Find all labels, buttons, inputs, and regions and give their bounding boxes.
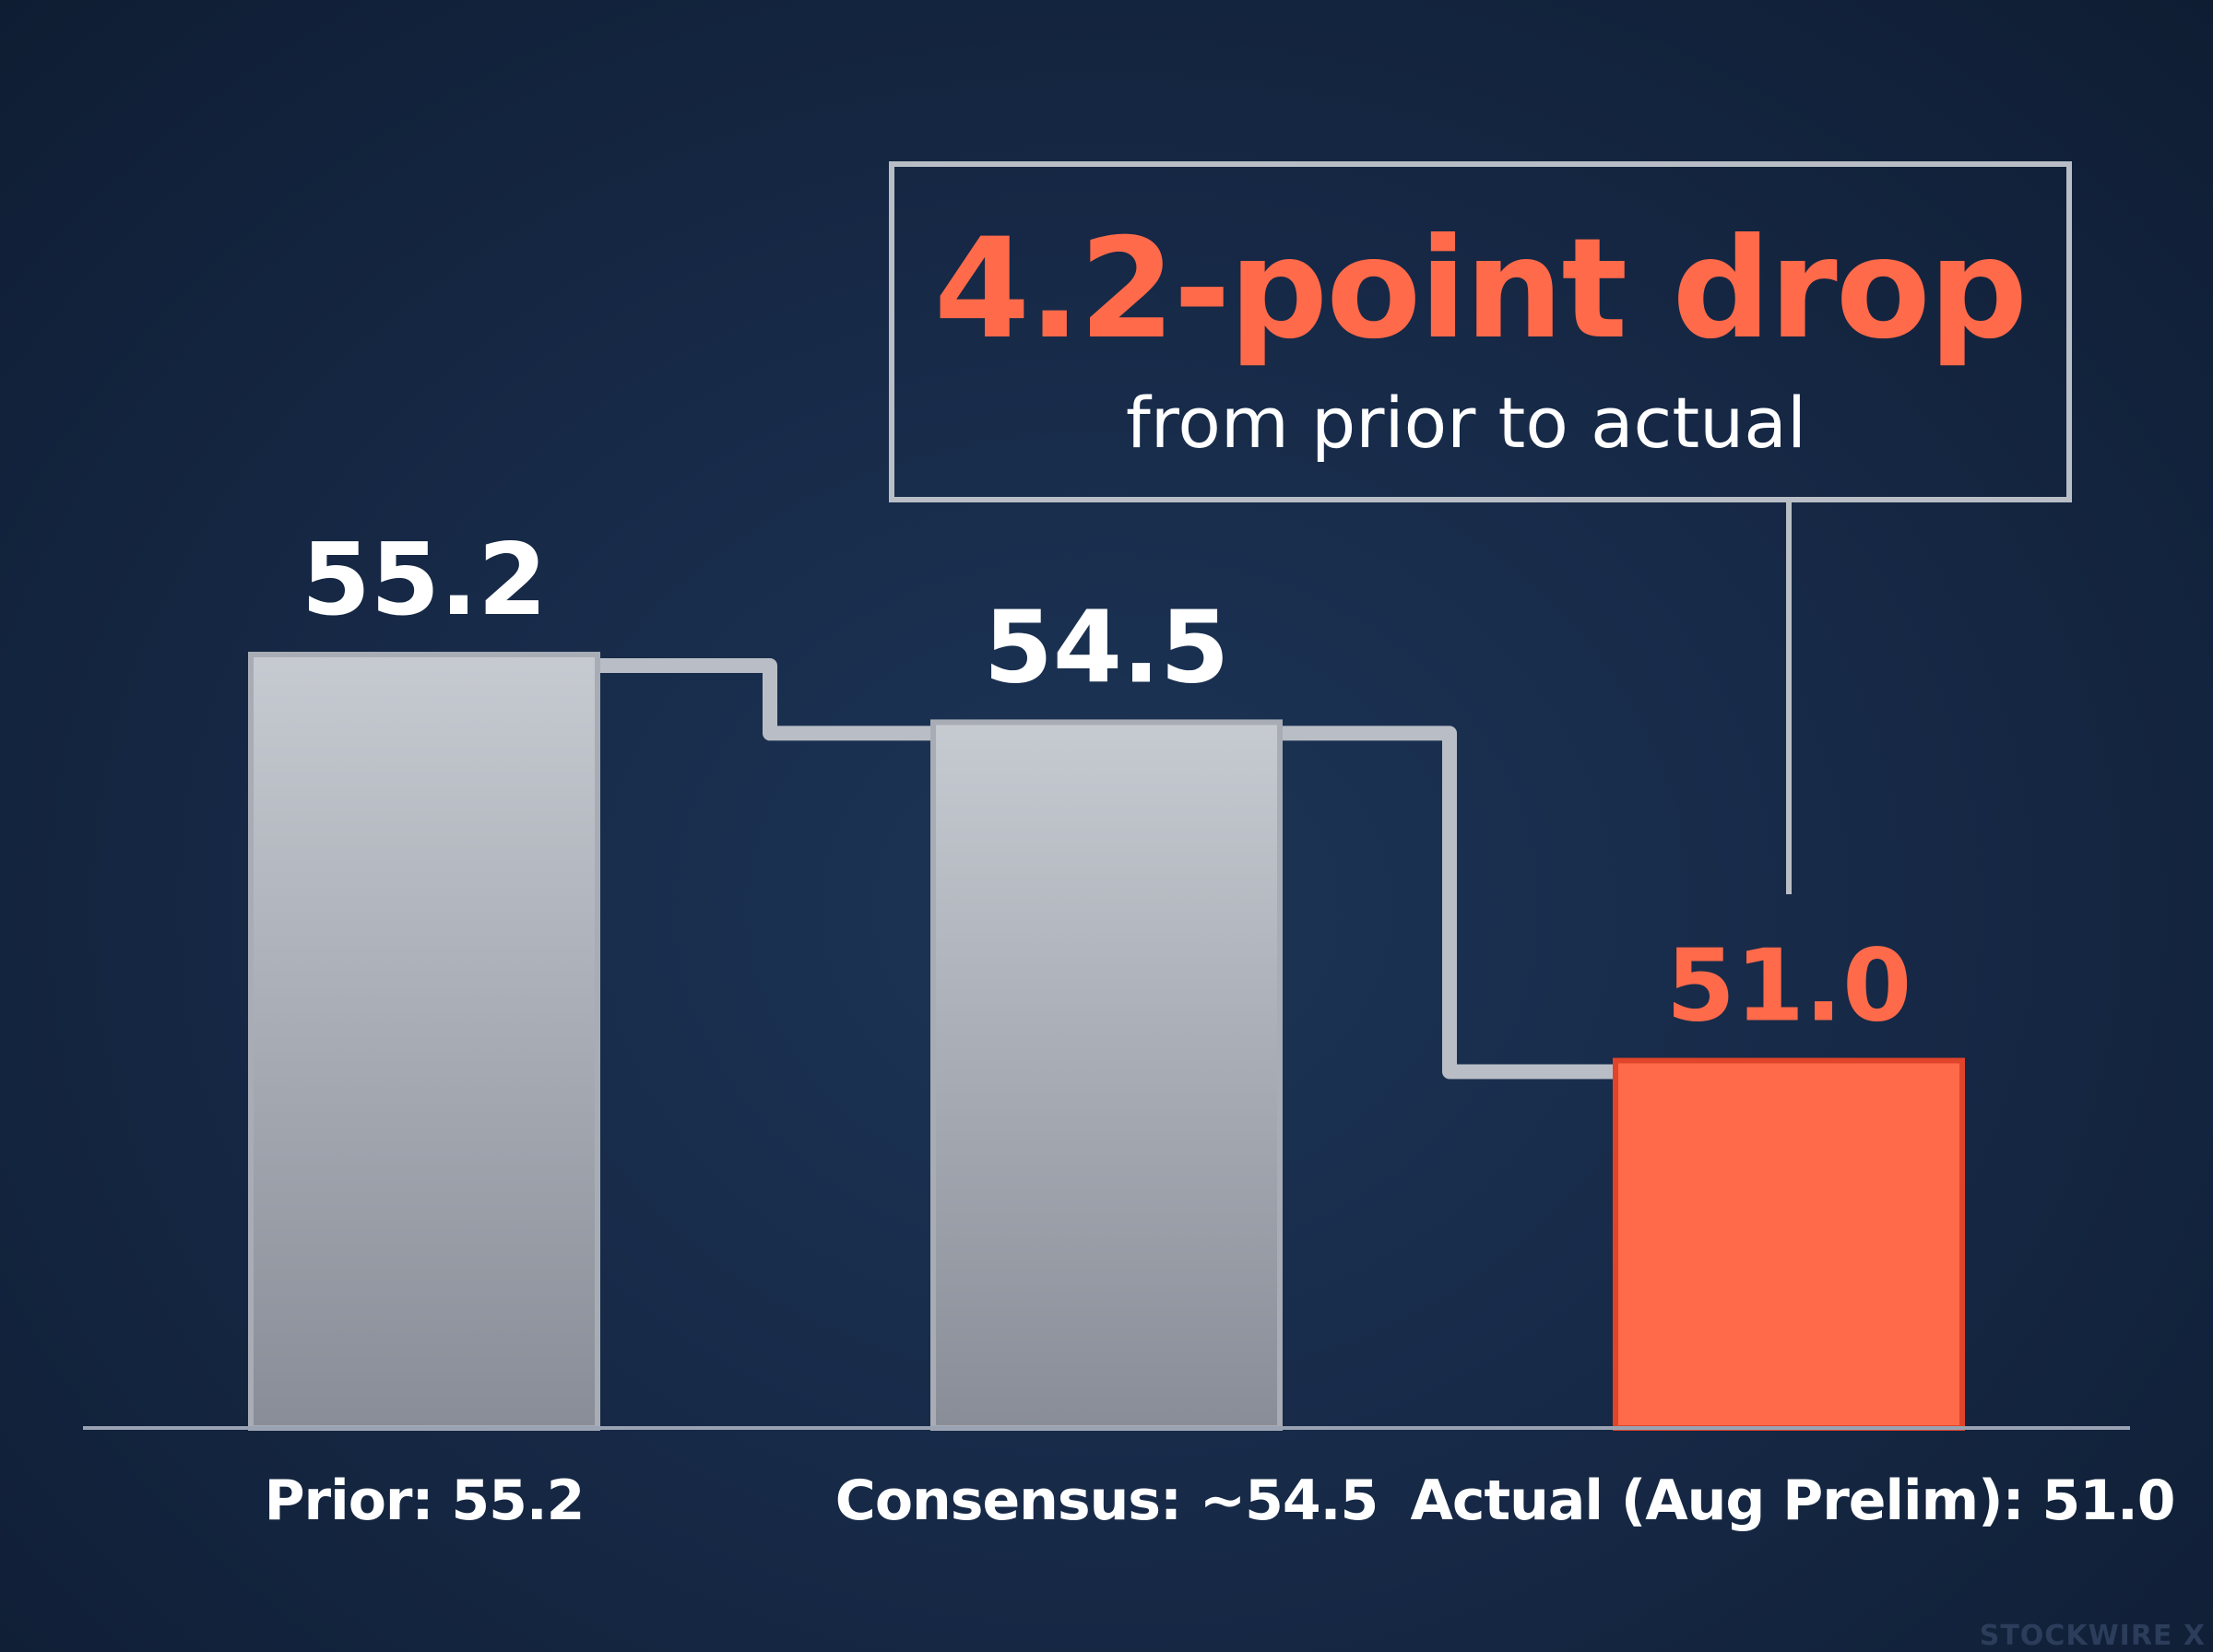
bar-3: [1613, 1057, 1965, 1431]
step-connector-line: [598, 658, 1615, 1080]
x-tick-label-1: Prior: 55.2: [265, 1469, 585, 1533]
value-label-3: 51.0: [1666, 928, 1911, 1044]
value-label-1: 55.2: [302, 523, 547, 638]
bar-1: [248, 652, 600, 1431]
callout-box: [889, 161, 2072, 502]
x-tick-labels: Prior: 55.2 Consensus: ~54.5 Actual (Aug P…: [265, 1469, 2176, 1533]
callout-subtext: from prior to actual: [1126, 382, 1806, 464]
callout-headline: 4.2-point drop: [934, 209, 2026, 370]
bar-2: [930, 719, 1283, 1431]
bars: [248, 652, 1965, 1431]
drop-callout: 4.2-point drop from prior to actual: [889, 161, 2072, 894]
watermark-logo: STOCKWIRE X: [1980, 1620, 2206, 1652]
x-tick-label-3: Actual (Aug Prelim): 51.0: [1410, 1469, 2174, 1533]
x-tick-label-2: Consensus: ~54.5: [835, 1469, 1378, 1533]
value-labels: 55.2 54.5 51.0: [302, 523, 1911, 1044]
value-label-2: 54.5: [984, 590, 1229, 705]
